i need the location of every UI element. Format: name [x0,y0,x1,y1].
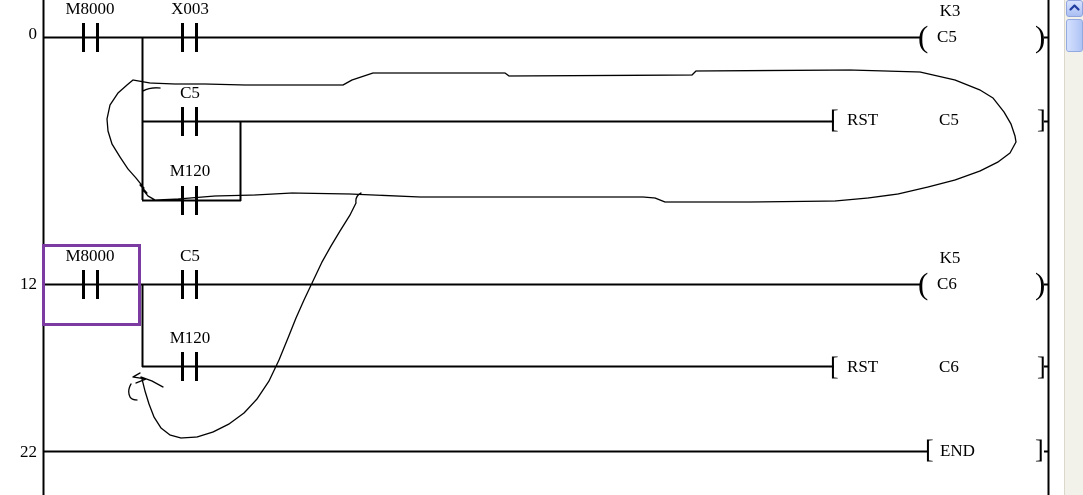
contact-label: M8000 [65,246,115,265]
scrollbar-track[interactable] [1065,52,1083,495]
contact-label: M120 [169,161,211,180]
contact-label: M120 [169,328,211,347]
rung-number-12: 12 [20,274,37,293]
coil-preset-label: K5 [939,248,961,267]
coil-close-paren: ) [1035,266,1046,301]
bracket-open: [ [830,352,839,381]
instruction-mnemonic: END [940,441,975,460]
contact-m120-branch-rung0[interactable] [181,186,198,215]
contact-label: C5 [180,83,200,102]
instruction-operand: C5 [939,110,959,129]
instruction-mnemonic: RST [847,357,879,376]
rung-number-22: 22 [20,442,37,461]
coil-operand: C5 [937,27,957,46]
bracket-close: ] [1037,105,1046,134]
freehand-ellipse-annotation [106,69,1017,203]
vertical-scrollbar[interactable] [1064,0,1083,495]
contact-x003-rung0[interactable] [181,23,198,52]
rung-number-0: 0 [28,24,38,43]
contact-c5-rung12[interactable] [181,270,198,299]
instruction-operand: C6 [939,357,959,376]
bracket-open: [ [830,105,839,134]
coil-close-paren: ) [1035,19,1046,54]
contact-m120-rung12[interactable] [181,352,198,381]
bracket-open: [ [925,435,934,464]
bracket-close: ] [1037,352,1046,381]
contact-m8000-rung0[interactable] [82,23,99,52]
contact-label: M8000 [65,0,115,18]
scroll-up-button[interactable] [1066,0,1083,17]
contact-m8000-rung12[interactable] [82,270,99,299]
coil-operand: C6 [937,274,957,293]
contact-label: X003 [171,0,209,18]
coil-preset-label: K3 [939,1,961,20]
bracket-close: ] [1035,435,1044,464]
freehand-arrow-annotation [128,192,362,439]
coil-open-paren: ( [918,19,929,54]
selection-cursor[interactable] [42,244,141,326]
coil-open-paren: ( [918,266,929,301]
contact-c5-branch-rung0[interactable] [181,107,198,136]
contact-label: C5 [180,246,200,265]
instruction-mnemonic: RST [847,110,879,129]
scrollbar-thumb[interactable] [1066,19,1083,52]
chevron-up-icon [1069,4,1080,11]
